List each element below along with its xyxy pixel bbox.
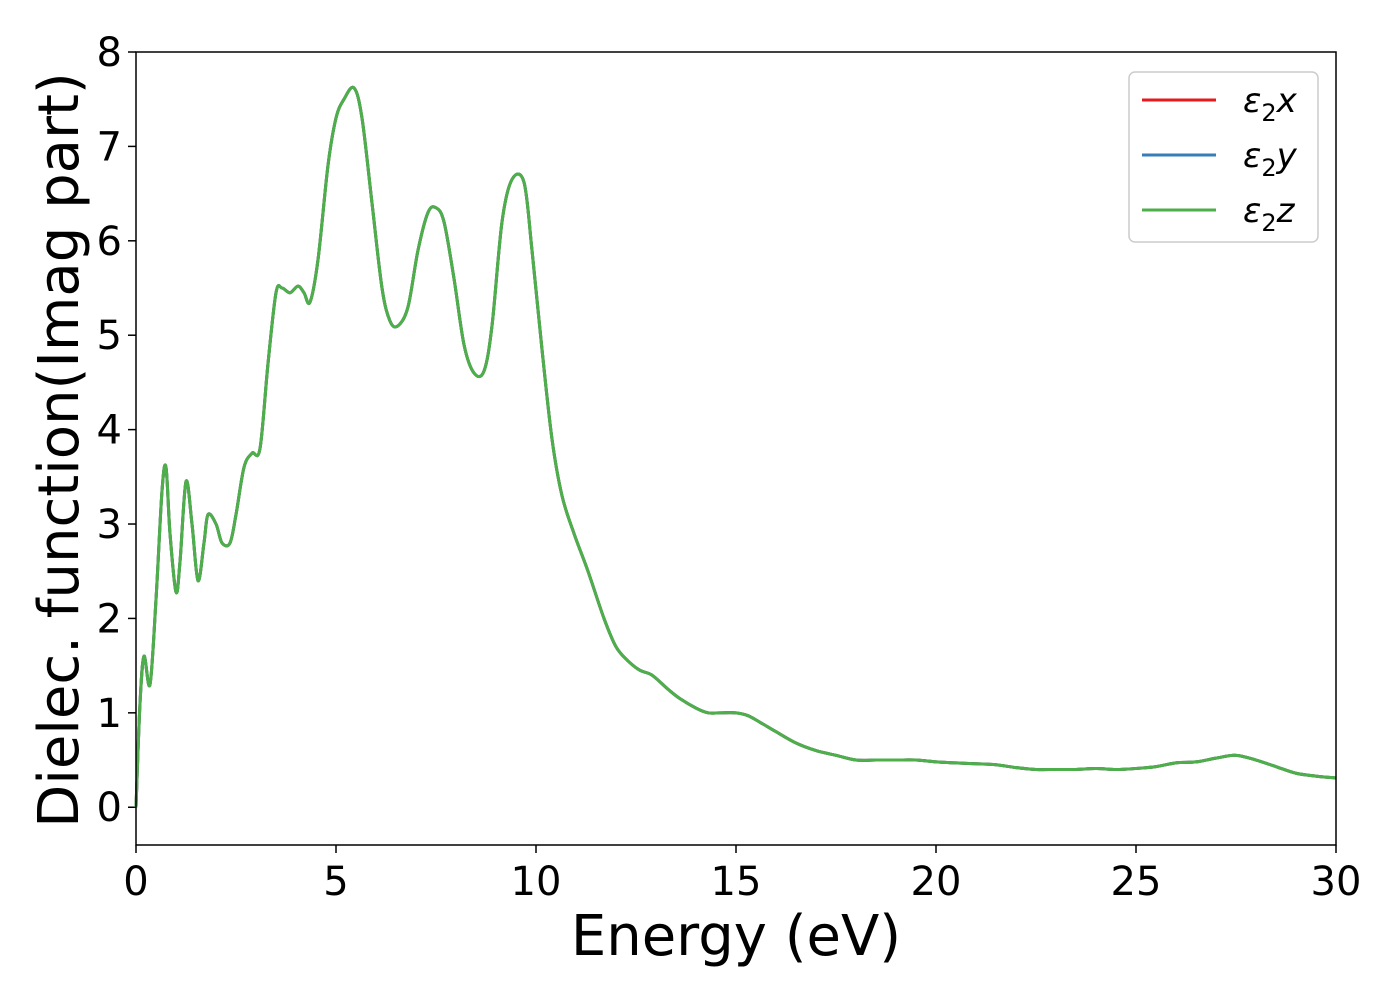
legend-subscript: 2 — [1261, 209, 1276, 237]
y-tick-label: 3 — [97, 502, 122, 548]
y-tick-label: 6 — [97, 219, 122, 265]
legend-variable: y — [1276, 136, 1298, 176]
plot-frame — [135, 51, 1337, 846]
legend-label-x: ε2x — [1243, 81, 1298, 127]
legend-variable: z — [1276, 191, 1296, 231]
y-tick-label: 4 — [97, 408, 122, 454]
legend-label-z: ε2z — [1243, 191, 1296, 237]
series-layer — [134, 85, 1337, 808]
legend-variable: x — [1276, 81, 1298, 121]
x-tick-label: 20 — [911, 859, 962, 905]
y-tick-label: 0 — [97, 785, 122, 831]
y-tick-label: 5 — [97, 313, 122, 359]
x-tick-label: 30 — [1311, 859, 1362, 905]
y-axis-label: Dielec. function(Imag part) — [27, 72, 92, 828]
legend-subscript: 2 — [1261, 99, 1276, 127]
x-tick-label: 15 — [711, 859, 762, 905]
legend-symbol: ε — [1243, 136, 1261, 176]
legend-symbol: ε — [1243, 81, 1261, 121]
legend-label-y: ε2y — [1243, 136, 1298, 182]
axis-ticks: 0 5 10 15 20 25 30 0 1 2 3 4 5 6 7 8 — [97, 30, 1362, 905]
y-tick-label: 8 — [97, 30, 122, 76]
x-tick-label: 25 — [1111, 859, 1162, 905]
y-tick-label: 2 — [97, 596, 122, 642]
x-axis-label: Energy (eV) — [571, 904, 901, 969]
x-tick-label: 10 — [511, 859, 562, 905]
legend-box — [1128, 71, 1319, 243]
legend-subscript: 2 — [1261, 154, 1276, 182]
x-tick-label: 0 — [123, 859, 148, 905]
legend-symbol: ε — [1243, 191, 1261, 231]
y-tick-label: 1 — [97, 691, 122, 737]
y-tick-label: 7 — [97, 124, 122, 170]
series-line-z — [134, 85, 1337, 808]
x-tick-label: 5 — [323, 859, 348, 905]
